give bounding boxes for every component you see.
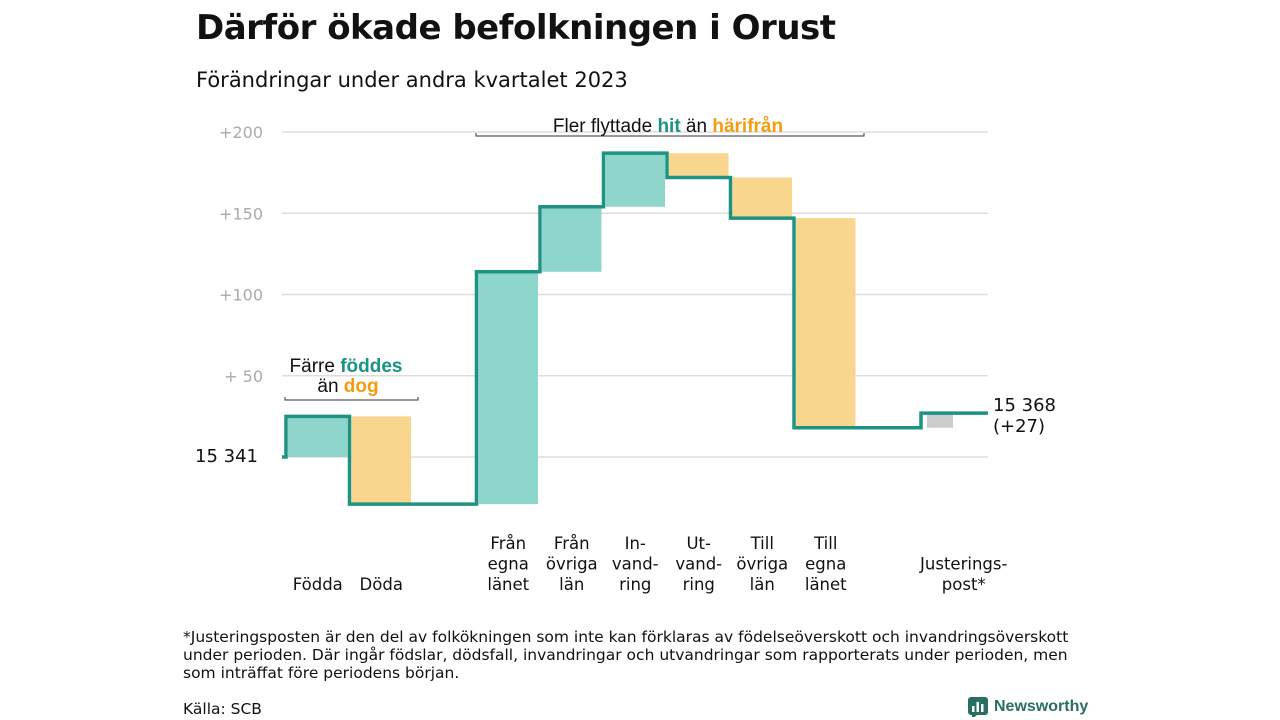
category-label: Till bbox=[813, 534, 837, 553]
category-label: län bbox=[750, 575, 775, 594]
start-value-label: 15 341 bbox=[195, 446, 258, 467]
category-label: länet bbox=[805, 575, 847, 594]
end-change-label: (+27) bbox=[993, 416, 1045, 437]
category-label: ring bbox=[683, 575, 715, 594]
bar bbox=[478, 271, 538, 505]
end-value-label: 15 368 bbox=[993, 395, 1056, 416]
newsworthy-icon bbox=[968, 697, 988, 717]
footnote: *Justeringsposten är den del av folkökni… bbox=[183, 628, 1069, 682]
bar bbox=[927, 413, 953, 428]
category-label: ring bbox=[619, 575, 651, 594]
category-label: post* bbox=[942, 575, 986, 594]
source-label: Källa: SCB bbox=[183, 700, 262, 718]
category-label: In- bbox=[625, 534, 646, 553]
category-label: egna bbox=[805, 555, 846, 574]
category-label: övriga bbox=[546, 555, 598, 574]
category-label: övriga bbox=[736, 555, 788, 574]
bar bbox=[351, 416, 411, 505]
bar bbox=[288, 416, 348, 457]
bar bbox=[669, 153, 729, 178]
bar bbox=[796, 218, 856, 428]
waterfall-chart: + 50 +100 +150 +200 15 341 15 368(+27) Födda Dö… bbox=[195, 116, 1056, 594]
migration-bracket bbox=[475, 133, 865, 137]
bar bbox=[542, 206, 602, 272]
category-label: Till bbox=[750, 534, 774, 553]
y-tick-label: +100 bbox=[219, 286, 263, 305]
bar bbox=[605, 153, 665, 207]
y-tick-label: +150 bbox=[219, 204, 263, 223]
category-label: Justerings- bbox=[919, 555, 1007, 574]
births-annotation-line1: Färre föddes bbox=[290, 356, 403, 377]
births-bracket bbox=[284, 397, 419, 401]
bar bbox=[732, 177, 792, 219]
category-label: Döda bbox=[360, 575, 403, 594]
chart-title: Därför ökade befolkningen i Orust bbox=[196, 8, 836, 48]
y-tick-label: + 50 bbox=[224, 367, 263, 386]
brand-logo: Newsworthy bbox=[968, 697, 1088, 717]
brand-name: Newsworthy bbox=[994, 698, 1089, 715]
category-label: län bbox=[559, 575, 584, 594]
chart-subtitle: Förändringar under andra kvartalet 2023 bbox=[196, 68, 628, 92]
category-label: Från bbox=[490, 534, 526, 553]
y-tick-label: +200 bbox=[219, 123, 263, 142]
category-label: Från bbox=[554, 534, 590, 553]
category-label: länet bbox=[487, 575, 529, 594]
category-label: Födda bbox=[293, 575, 343, 594]
category-label: vand- bbox=[675, 555, 722, 574]
category-label: egna bbox=[488, 555, 529, 574]
migration-annotation: Fler flyttade hit än härifrån bbox=[553, 116, 783, 137]
births-annotation-line2: än dog bbox=[317, 376, 378, 397]
cumulative-step-line bbox=[282, 151, 988, 506]
category-label: vand- bbox=[612, 555, 659, 574]
category-label: Ut- bbox=[686, 534, 711, 553]
